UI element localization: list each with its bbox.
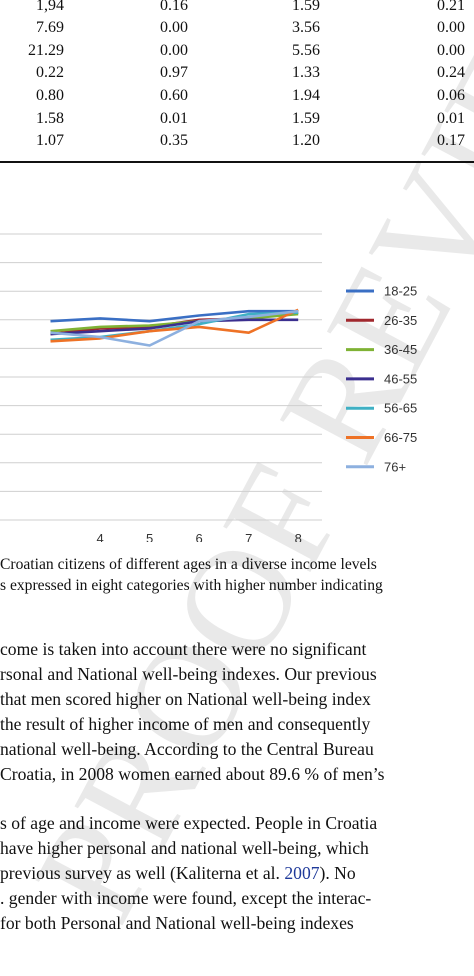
x-tick-label: 7 — [245, 531, 252, 542]
legend-label: 66-75 — [384, 430, 417, 445]
series-line-36-45 — [50, 312, 299, 333]
table-cell: 5.56 — [292, 42, 320, 59]
table-cell: 0.01 — [160, 110, 188, 127]
table-row: 0.22 0.97 1.33 0.24 — [0, 64, 474, 85]
body-paragraph-line: national well-being. According to the Ce… — [0, 739, 374, 759]
figure-caption-line-2: s expressed in eight categories with hig… — [0, 577, 383, 594]
table-cell: 7.69 — [36, 19, 64, 36]
chart-x-tick-labels: 4 5 6 7 8 — [96, 531, 301, 542]
table-cell: 0.00 — [160, 19, 188, 36]
table-cell: 0.35 — [160, 132, 188, 149]
body-paragraph-line: s of age and income were expected. Peopl… — [0, 813, 378, 833]
citation-link[interactable]: 2007 — [284, 863, 320, 883]
table-cell: 0.80 — [36, 87, 64, 104]
table-cell: 0.06 — [437, 87, 465, 104]
body-text: ). No — [319, 863, 356, 883]
table-cell: 1.58 — [36, 110, 64, 127]
x-tick-label: 8 — [295, 531, 302, 542]
table-cell: 0.17 — [437, 132, 465, 149]
series-line-46-55 — [50, 318, 299, 336]
table-cell: 0.22 — [36, 64, 64, 81]
table-cell: 1.20 — [292, 132, 320, 149]
table-cell: 0.00 — [160, 42, 188, 59]
table-bottom-rule — [0, 161, 474, 163]
line-chart: 4 5 6 7 8 18-25 26-35 36-45 46-55 56-65 66-75 76+ — [0, 233, 417, 542]
body-paragraph-line: that men scored higher on National well-… — [0, 689, 371, 709]
series-line-76+ — [50, 309, 299, 347]
table-cell: 0.21 — [437, 0, 465, 14]
table-row: 1.58 0.01 1.59 0.01 — [0, 110, 474, 131]
table-cell: 1.59 — [292, 0, 320, 14]
legend-label: 46-55 — [384, 371, 417, 386]
x-tick-label: 5 — [146, 531, 153, 542]
series-line-66-75 — [50, 308, 299, 343]
table-row: 0.80 0.60 1.94 0.06 — [0, 87, 474, 108]
series-line-18-25 — [50, 309, 299, 323]
body-paragraph-line: come is taken into account there were no… — [0, 639, 367, 659]
body-paragraph-line: the result of higher income of men and c… — [0, 714, 371, 734]
legend-label: 76+ — [384, 459, 406, 474]
chart-gridlines — [0, 233, 322, 521]
table-cell: 0.24 — [437, 64, 465, 81]
figure-caption-line-1: Croatian citizens of different ages in a… — [0, 556, 377, 573]
table-row: 7.69 0.00 3.56 0.00 — [0, 19, 474, 40]
x-tick-label: 6 — [196, 531, 203, 542]
body-paragraph-line: . gender with income were found, except … — [0, 888, 372, 908]
table-cell: 21.29 — [28, 42, 64, 59]
legend-label: 56-65 — [384, 401, 417, 416]
legend-label: 26-35 — [384, 313, 417, 328]
x-tick-label: 4 — [96, 531, 103, 542]
table-cell: 1.33 — [292, 64, 320, 81]
body-paragraph-line: for both Personal and National well-bein… — [0, 913, 354, 933]
table-cell: 0.97 — [160, 64, 188, 81]
table-cell: 0.60 — [160, 87, 188, 104]
table-row: 1.07 0.35 1.20 0.17 — [0, 132, 474, 153]
table-cell: 1.07 — [36, 132, 64, 149]
chart-series-lines — [50, 308, 299, 347]
table-cell: 3.56 — [292, 19, 320, 36]
table-cell: 1.59 — [292, 110, 320, 127]
body-paragraph-line: rsonal and National well-being indexes. … — [0, 664, 377, 684]
table-cell: 1,94 — [36, 0, 64, 14]
body-text: previous survey as well (Kaliterna et al… — [0, 863, 285, 883]
legend-label: 18-25 — [384, 284, 417, 299]
legend-label: 36-45 — [384, 342, 417, 357]
body-paragraph-line: Croatia, in 2008 women earned about 89.6… — [0, 764, 385, 784]
table-row: 21.29 0.00 5.56 0.00 — [0, 42, 474, 63]
table-cell: 1.94 — [292, 87, 320, 104]
chart-legend: 18-25 26-35 36-45 46-55 56-65 66-75 76+ — [346, 284, 417, 474]
table-row: 1,94 0.16 1.59 0.21 — [0, 0, 474, 18]
body-paragraph-line: previous survey as well (Kaliterna et al… — [0, 863, 474, 884]
table-cell: 0.00 — [437, 42, 465, 59]
body-paragraph-line: have higher personal and national well-b… — [0, 838, 369, 858]
table-cell: 0.01 — [437, 110, 465, 127]
table-cell: 0.16 — [160, 0, 188, 14]
table-cell: 0.00 — [437, 19, 465, 36]
